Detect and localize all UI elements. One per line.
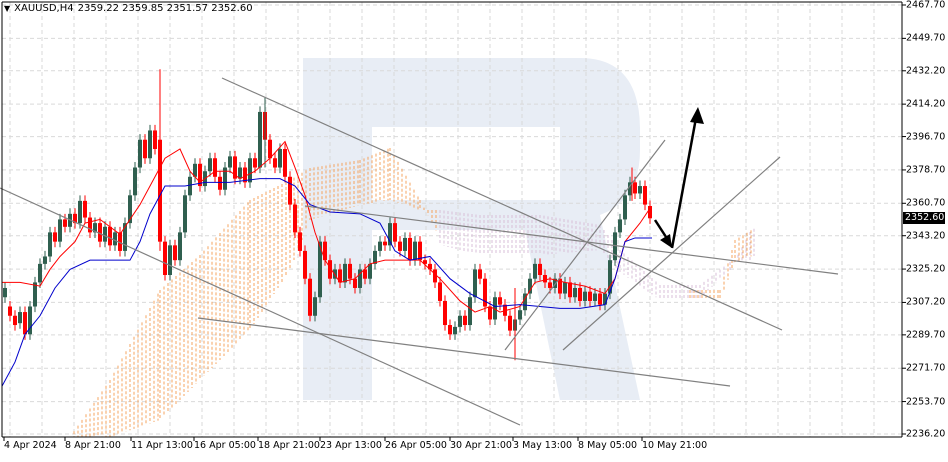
price-tick-label: 2467.70 — [906, 0, 946, 11]
price-tick-label: 2343.20 — [906, 230, 946, 242]
time-tick-label: 30 Apr 21:00 — [450, 440, 512, 451]
current-price-tag: 2352.60 — [903, 212, 945, 224]
time-tick-label: 3 May 13:00 — [513, 440, 573, 451]
price-tick-label: 2414.20 — [906, 98, 946, 110]
triangle-down-icon[interactable]: ▼ — [4, 4, 11, 13]
symbol-label: XAUUSD,H4 — [14, 3, 74, 14]
time-tick-label: 26 Apr 05:00 — [385, 440, 447, 451]
time-tick-label: 16 Apr 05:00 — [194, 440, 256, 451]
ohlc-values: 2359.22 2359.85 2351.57 2352.60 — [77, 3, 253, 14]
price-tick-label: 2432.20 — [906, 65, 946, 77]
time-tick-label: 10 May 21:00 — [642, 440, 708, 451]
forecast-arrows — [653, 107, 704, 249]
price-tick-label: 2325.20 — [906, 263, 946, 275]
time-tick-label: 8 May 05:00 — [578, 440, 638, 451]
price-tick-label: 2449.70 — [906, 32, 946, 44]
candles — [3, 69, 652, 361]
price-tick-label: 2396.70 — [906, 131, 946, 143]
time-tick-label: 4 Apr 2024 — [4, 440, 57, 451]
price-tick-label: 2289.70 — [906, 329, 946, 341]
chart-title: ▼ XAUUSD,H4 2359.22 2359.85 2351.57 2352… — [4, 3, 253, 14]
price-tick-label: 2378.70 — [906, 164, 946, 176]
price-tick-label: 2236.20 — [906, 428, 946, 440]
time-tick-label: 23 Apr 13:00 — [320, 440, 382, 451]
time-tick-label: 8 Apr 21:00 — [65, 440, 121, 451]
price-tick-label: 2271.70 — [906, 362, 946, 374]
kijun-line — [1, 178, 652, 387]
price-tick-label: 2360.70 — [906, 197, 946, 209]
tenkan-line — [2, 140, 651, 313]
price-tick-label: 2253.70 — [906, 396, 946, 408]
price-tick-label: 2307.20 — [906, 296, 946, 308]
time-tick-label: 11 Apr 13:00 — [131, 440, 193, 451]
time-tick-label: 18 Apr 21:00 — [258, 440, 320, 451]
trendlines — [0, 77, 839, 426]
